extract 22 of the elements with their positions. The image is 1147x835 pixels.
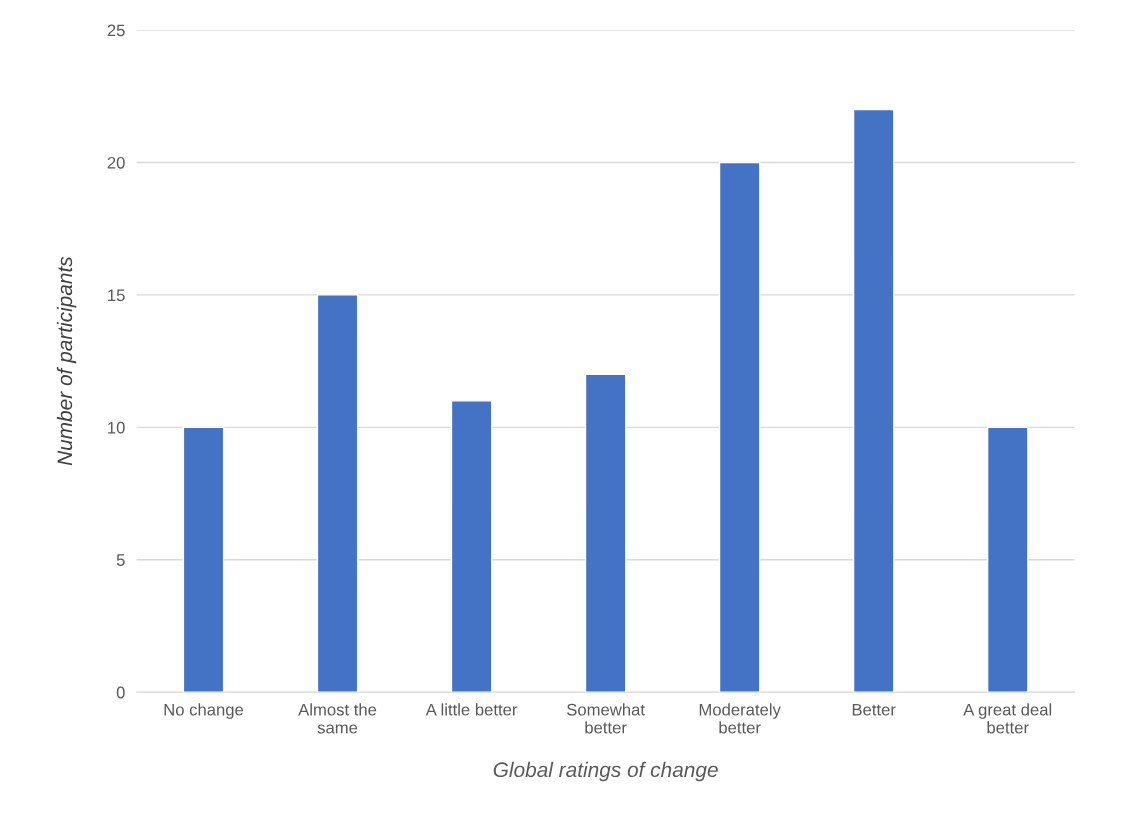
y-tick-label: 5 xyxy=(116,554,125,566)
y-tick-label: 15 xyxy=(108,289,125,302)
y-tick-label: 25 xyxy=(107,24,125,37)
x-tick-label: Somewhat better xyxy=(567,703,645,734)
x-tick-label: A great deal better xyxy=(963,703,1052,734)
bar xyxy=(986,426,1029,693)
bar xyxy=(718,161,761,693)
x-tick-label: Moderately better xyxy=(699,703,781,734)
bar xyxy=(584,373,627,693)
bar xyxy=(852,108,895,693)
x-tick-label: Better xyxy=(852,703,896,716)
x-tick-label: A little better xyxy=(425,703,518,716)
y-tick-label: 10 xyxy=(108,421,125,434)
bar xyxy=(450,400,493,693)
bar xyxy=(316,294,359,693)
y-tick-label: 20 xyxy=(107,156,125,169)
y-tick-label: 0 xyxy=(116,686,125,699)
x-tick-label: No change xyxy=(164,703,244,719)
x-axis-title: Global ratings of change xyxy=(493,761,718,782)
x-tick-label: Almost the same xyxy=(298,703,377,734)
bar xyxy=(182,426,225,693)
y-axis-title: Number of participants xyxy=(56,256,77,466)
